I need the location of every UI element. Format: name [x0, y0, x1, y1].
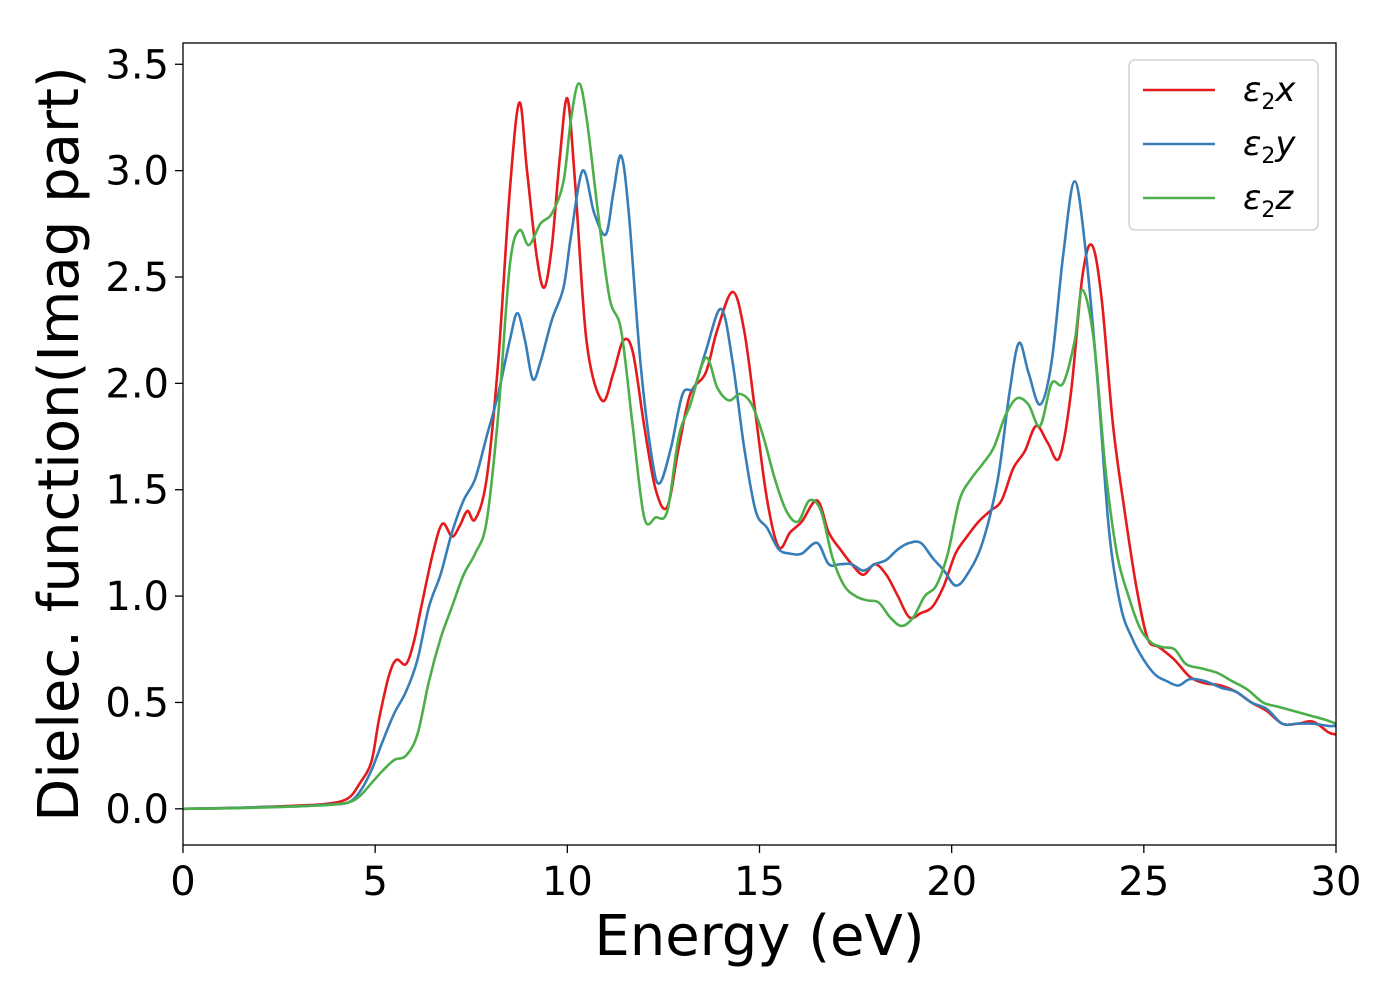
x-tick-label: 30 — [1311, 859, 1362, 905]
x-tick-label: 15 — [734, 859, 785, 905]
y-tick-label: 1.0 — [105, 574, 169, 620]
y-tick-label: 2.5 — [105, 255, 169, 301]
series-line-z — [182, 82, 1337, 811]
y-axis-ticks: 0.0 0.5 1.0 1.5 2.0 2.5 3.0 3.5 — [105, 42, 183, 833]
x-tick-label: 25 — [1118, 859, 1169, 905]
legend-items: ε2x ε2y ε2z — [1143, 70, 1296, 223]
x-tick-label: 0 — [170, 859, 195, 905]
x-tick-label: 5 — [362, 859, 387, 905]
y-tick-label: 0.0 — [105, 787, 169, 833]
legend-label-z: ε2z — [1243, 178, 1294, 223]
x-axis-ticks: 0 5 10 15 20 25 30 — [170, 845, 1361, 905]
x-tick-label: 20 — [926, 859, 977, 905]
y-tick-label: 1.5 — [105, 468, 169, 514]
series-layer — [182, 82, 1337, 811]
y-tick-label: 3.0 — [105, 149, 169, 195]
x-tick-label: 10 — [542, 859, 593, 905]
y-axis-label: Dielec. function(Imag part) — [27, 66, 92, 822]
y-tick-label: 3.5 — [105, 42, 169, 88]
series-line-y — [182, 154, 1337, 811]
legend-box — [1128, 59, 1319, 231]
x-axis-label: Energy (eV) — [594, 904, 924, 969]
y-tick-label: 0.5 — [105, 680, 169, 726]
legend: ε2x ε2y ε2z — [1128, 59, 1319, 231]
y-tick-label: 2.0 — [105, 361, 169, 407]
legend-label-y: ε2y — [1243, 124, 1296, 169]
legend-label-x: ε2x — [1243, 70, 1296, 115]
